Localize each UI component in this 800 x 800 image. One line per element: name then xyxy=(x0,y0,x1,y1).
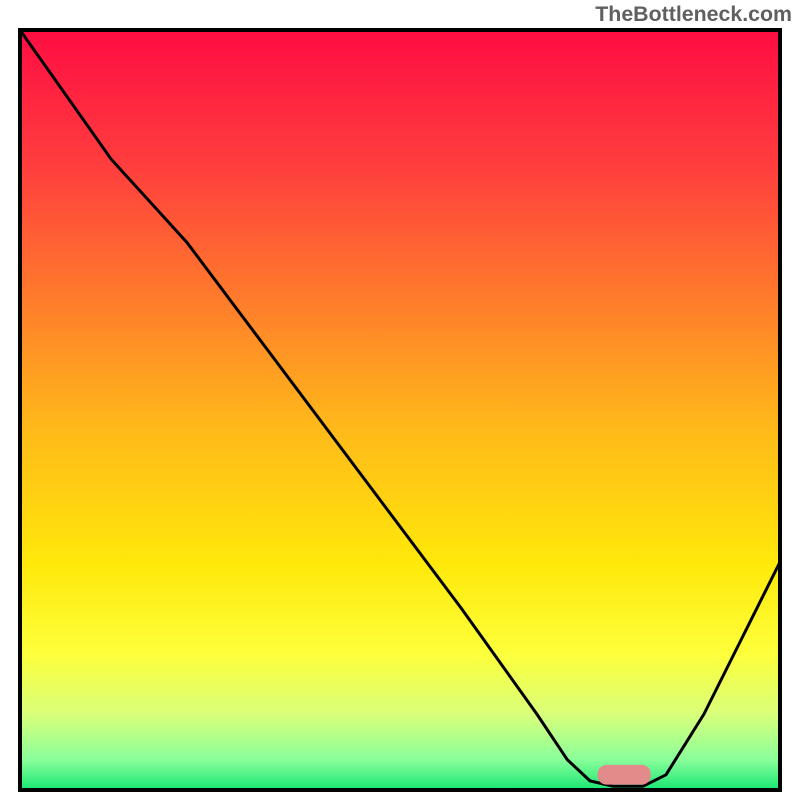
chart-svg xyxy=(0,0,800,800)
plot-background xyxy=(20,30,780,790)
chart-root: TheBottleneck.com xyxy=(0,0,800,800)
optimal-marker xyxy=(598,765,651,785)
